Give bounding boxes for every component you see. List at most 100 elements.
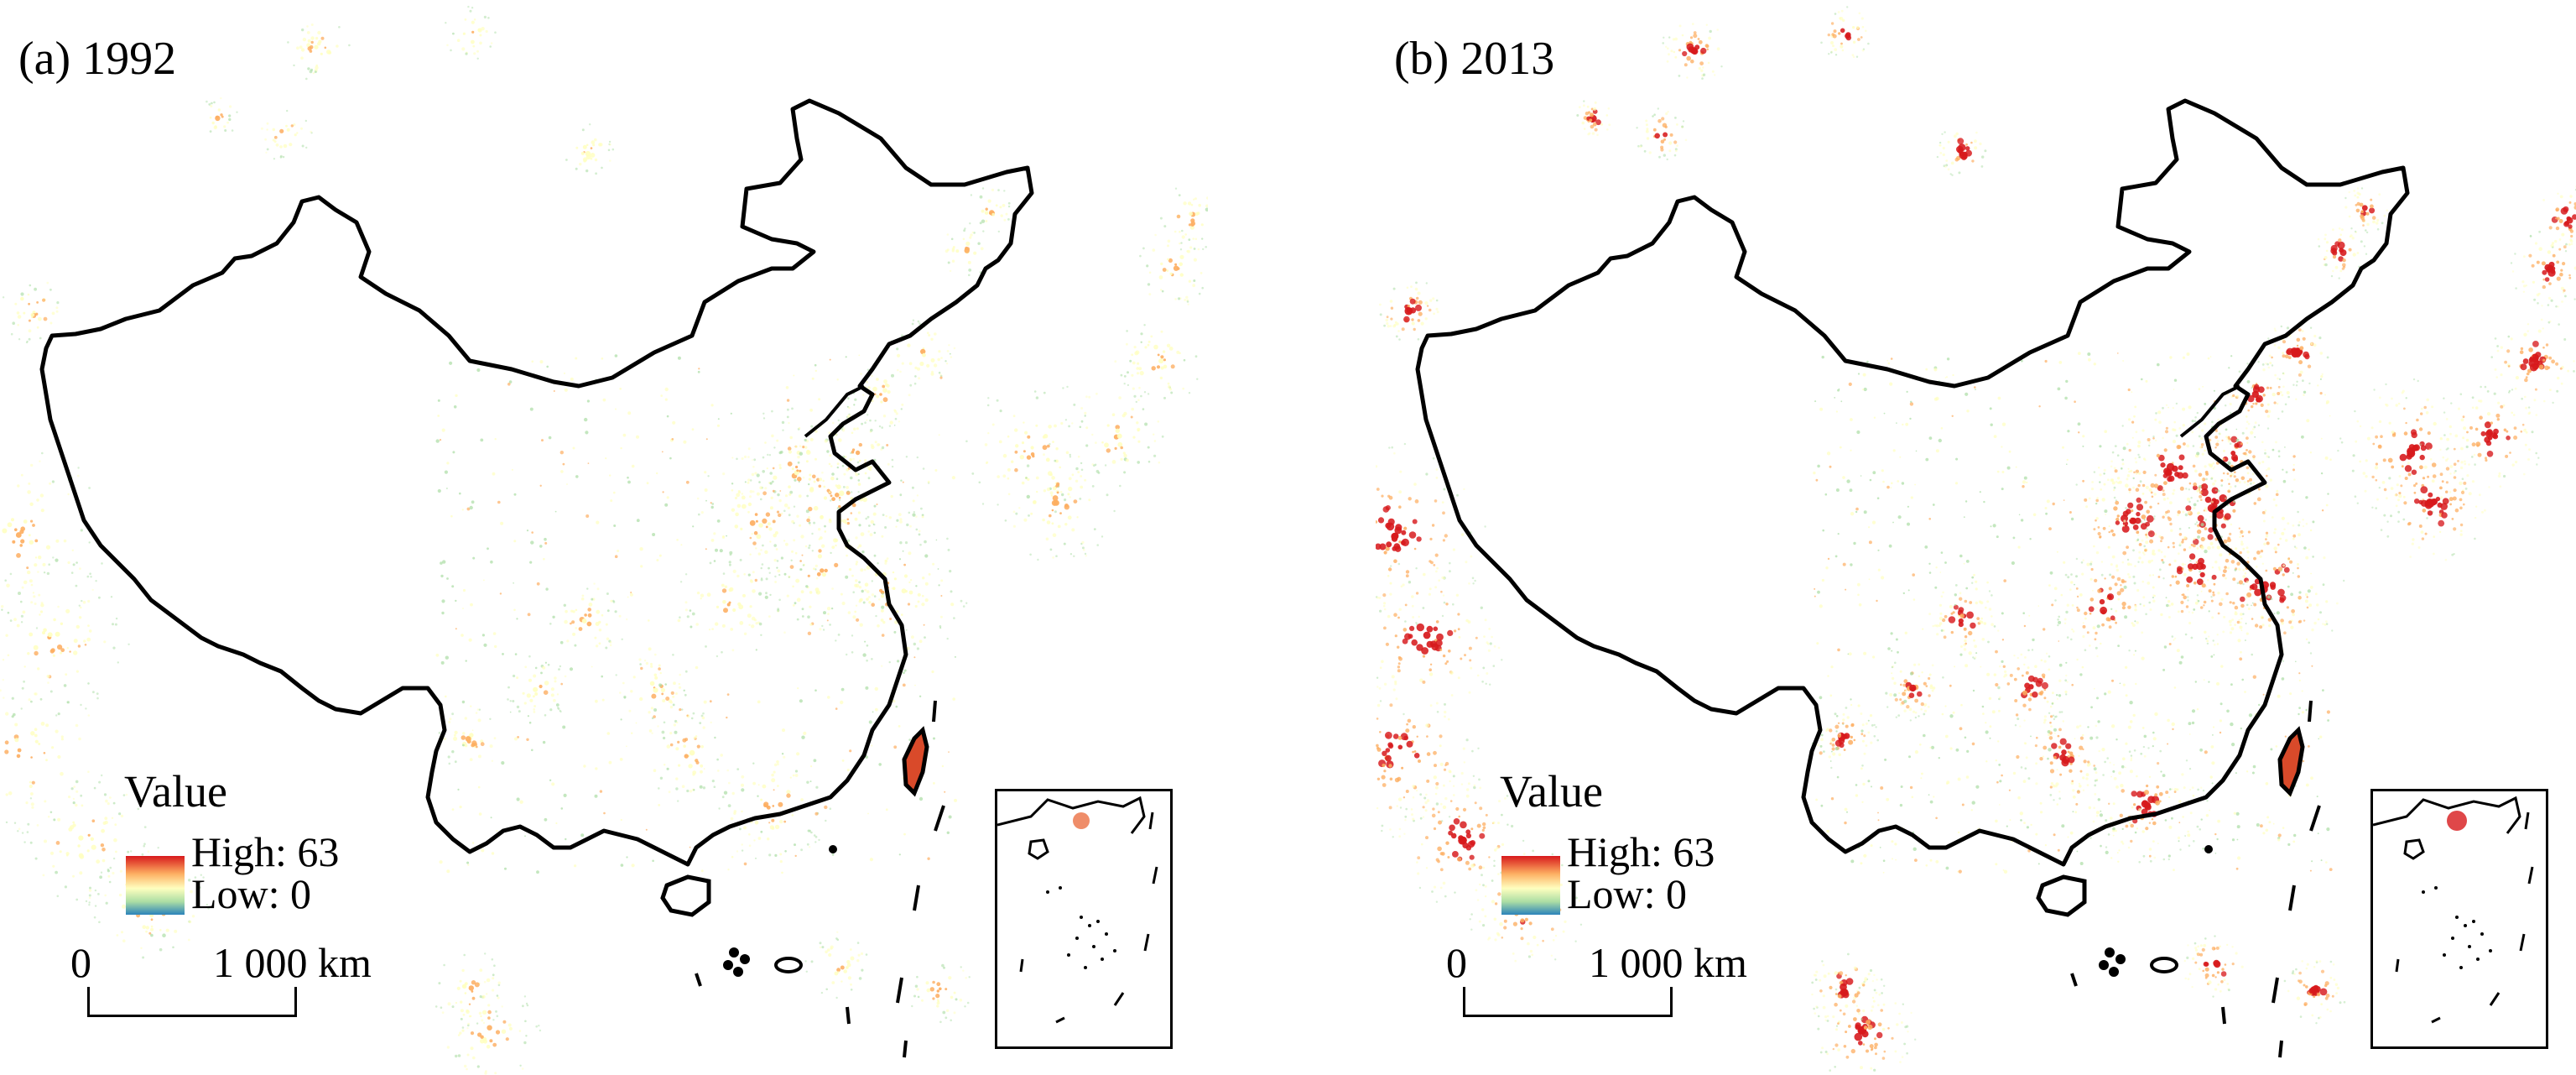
light-dot [2088,606,2095,613]
light-dot [2075,483,2078,486]
light-dot [2563,245,2567,249]
light-dot [2173,545,2175,549]
light-dot [525,1035,528,1037]
light-dot [1064,419,1068,421]
light-dot [2265,362,2267,365]
light-dot [446,1046,450,1049]
light-dot [856,942,860,944]
light-dot [1399,470,1402,473]
light-dot [1179,248,1183,251]
light-dot [489,1039,493,1043]
light-dot [19,530,24,535]
light-dot [1931,664,1934,667]
light-dot [620,818,622,822]
light-dot [1168,388,1173,391]
light-dot [1007,201,1011,205]
light-dot [452,32,455,35]
light-dot [736,768,740,770]
light-dot [651,732,653,734]
light-dot [1123,453,1127,458]
light-dot [768,853,772,857]
light-dot [1479,883,1481,886]
light-dot [794,445,798,448]
light-dot [1169,272,1173,275]
light-dot [29,784,33,789]
light-dot [1079,498,1082,500]
light-dot [2417,379,2419,383]
light-dot [2116,454,2120,457]
light-dot [445,22,447,24]
light-dot [29,632,34,637]
light-dot [730,817,734,821]
light-dot [1988,608,1992,611]
light-dot [1829,742,1832,745]
light-dot [609,644,612,647]
light-dot [2201,483,2209,491]
light-dot [2147,747,2150,749]
light-dot [2417,546,2421,549]
light-dot [1897,714,1901,717]
light-dot [53,618,56,622]
legend-color-ramp [126,856,185,915]
light-dot [1148,293,1152,296]
light-dot [881,594,884,598]
light-dot [619,691,622,694]
light-dot [530,540,534,545]
light-dot [1157,353,1160,357]
light-dot [497,981,501,984]
light-dot [1964,639,1967,643]
light-dot [1376,746,1380,750]
light-dot [2238,580,2243,585]
light-dot [1093,464,1095,467]
light-dot [2555,362,2559,366]
light-dot [1449,570,1451,573]
light-dot [948,751,950,753]
light-dot [1393,451,1396,455]
light-dot [2212,593,2215,597]
light-dot [2274,551,2277,554]
light-dot [1931,689,1934,692]
light-dot [2058,745,2062,749]
light-dot [917,995,920,999]
light-dot [2513,436,2518,440]
light-dot [1387,575,1390,577]
light-dot [2569,195,2573,198]
light-dot [828,491,831,493]
light-dot [823,611,826,615]
light-dot [459,806,462,809]
light-dot [466,1027,469,1030]
light-dot [643,660,647,662]
light-dot [2549,389,2552,391]
light-dot [2239,551,2242,555]
light-dot [2089,577,2093,581]
light-dot [1177,297,1181,300]
light-dot [1991,623,1994,626]
light-dot [2383,214,2386,217]
light-dot [1385,748,1391,753]
light-dot [2231,618,2235,622]
light-dot [723,608,728,613]
light-dot [2412,538,2415,541]
light-dot [830,499,832,502]
light-dot [1158,461,1161,464]
light-dot [571,620,575,624]
light-dot [2309,586,2313,589]
light-dot [895,705,898,708]
light-dot [1076,516,1079,519]
light-dot [451,1005,455,1009]
light-dot [27,293,30,296]
light-dot [2439,437,2443,441]
light-dot [800,535,804,539]
light-dot [831,545,835,549]
light-dot [788,485,791,488]
light-dot [922,594,924,598]
light-dot [2199,446,2203,449]
light-dot [2132,575,2136,578]
light-dot [2195,561,2199,564]
light-dot [2565,243,2568,246]
light-dot [873,531,877,535]
light-dot [836,462,840,466]
light-dot [49,482,52,485]
light-dot [648,619,650,622]
light-dot [2143,545,2146,548]
